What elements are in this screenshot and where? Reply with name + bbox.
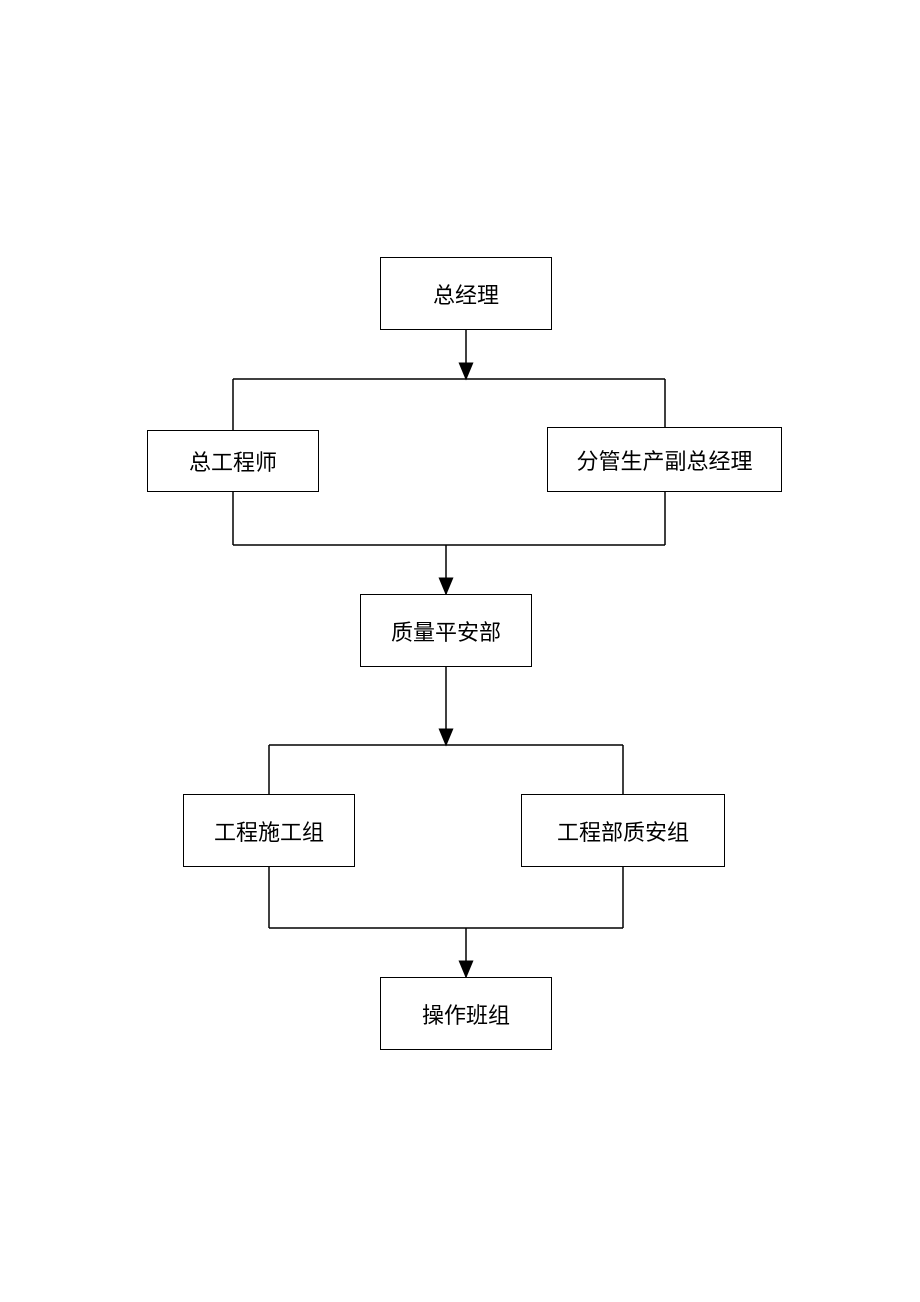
node-label: 总经理 [433,278,499,310]
node-label: 工程部质安组 [557,815,689,847]
flowchart-node-n1: 总经理 [380,257,552,330]
flowchart-node-n4: 质量平安部 [360,594,532,667]
node-label: 分管生产副总经理 [576,444,752,476]
node-label: 操作班组 [422,998,510,1030]
node-label: 总工程师 [189,445,277,477]
flowchart-node-n5: 工程施工组 [183,794,355,867]
flowchart-node-n6: 工程部质安组 [521,794,725,867]
node-label: 质量平安部 [391,615,501,647]
node-label: 工程施工组 [214,815,324,847]
flowchart-node-n7: 操作班组 [380,977,552,1050]
flowchart-node-n2: 总工程师 [147,430,319,492]
flowchart-node-n3: 分管生产副总经理 [547,427,782,492]
